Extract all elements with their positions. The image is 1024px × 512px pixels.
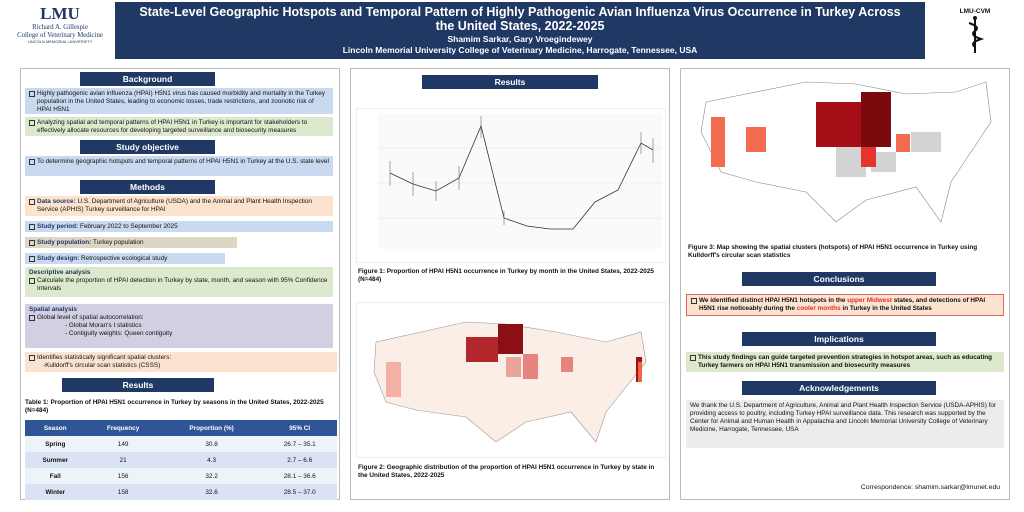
bullet: To determine geographic hotspots and tem…: [25, 156, 333, 176]
table-cell: 149: [85, 436, 161, 452]
table-cell: Winter: [25, 484, 86, 500]
bullet-text: Global level of spatial autocorrelation:: [37, 314, 144, 321]
figure-caption: Figure 3: Map showing the spatial cluste…: [688, 244, 978, 259]
column-header: 95% CI: [262, 420, 337, 436]
header-banner: State-Level Geographic Hotspots and Temp…: [115, 2, 925, 59]
bullet-text: Turkey population: [91, 239, 144, 246]
bullet-label: Data source:: [37, 198, 76, 205]
logo-line: Richard A. Gillespie: [32, 24, 88, 31]
figure-caption: Figure 2: Geographic distribution of the…: [358, 464, 655, 479]
table-cell: 2.7 – 6.6: [262, 452, 337, 468]
highlight: cooler months: [796, 305, 841, 312]
bullet-text: Highly pathogenic avian influenza (HPAI)…: [37, 90, 325, 113]
table-wrap: Season Frequency Proportion (%) 95% CI Sprin…: [25, 420, 337, 500]
table-cell: 28.1 – 36.6: [262, 468, 337, 484]
title: State-Level Geographic Hotspots and Temp…: [139, 5, 901, 33]
table-row: Winter 158 32.6 28.5 – 37.0: [25, 484, 337, 500]
bullet: Study population: Turkey population: [25, 237, 237, 248]
bullet-label: Study period:: [37, 223, 79, 230]
table-caption: Table 1: Proportion of HPAI H5N1 occurre…: [25, 399, 324, 414]
logo-right: LMU-CVM: [940, 8, 1010, 60]
table-row: Spring 149 30.8 26.7 – 35.1: [25, 436, 337, 452]
bullet-label: Study design:: [37, 255, 80, 262]
bullet-label: Study population:: [37, 239, 92, 246]
acknowledgements: We thank the U.S. Department of Agricult…: [686, 400, 1004, 448]
bullet-text: states, and detections of HPAI H5N1 rise…: [699, 297, 986, 312]
table-row: Fall 156 32.2 28.1 – 36.6: [25, 468, 337, 484]
bullet-text: -Kulldorff's circular scan statistics (C…: [43, 362, 161, 369]
section-heading: Acknowledgements: [742, 381, 936, 395]
section-heading: Study objective: [80, 140, 215, 154]
bullet: Data source: U.S. Department of Agricult…: [25, 196, 333, 216]
table-cell: 32.2: [160, 468, 263, 484]
section-heading: Background: [80, 72, 215, 86]
table-cell: Spring: [25, 436, 86, 452]
bullet: Study period: February 2022 to September…: [25, 221, 333, 232]
table-row: Summer 21 4.3 2.7 – 6.6: [25, 452, 337, 468]
bullet-text: To determine geographic hotspots and tem…: [37, 158, 329, 165]
table-cell: 26.7 – 35.1: [262, 436, 337, 452]
table-cell: 32.6: [160, 484, 263, 500]
logo-line: LINCOLN MEMORIAL UNIVERSITY: [27, 39, 93, 44]
bullet: Calculate the proportion of HPAI detecti…: [29, 277, 329, 293]
bullet: Identifies statistically significant spa…: [25, 352, 337, 372]
bullet: Highly pathogenic avian influenza (HPAI)…: [25, 88, 333, 114]
table-cell: 156: [85, 468, 161, 484]
table-cell: 30.8: [160, 436, 263, 452]
correspondence: Correspondence: shamim.sarkar@lmunet.edu: [860, 484, 1000, 491]
bullet: Analyzing spatial and temporal patterns …: [25, 117, 333, 136]
table-cell: Fall: [25, 468, 86, 484]
table-cell: 28.5 – 37.0: [262, 484, 337, 500]
logo-line: College of Veterinary Medicine: [17, 31, 103, 39]
column-header: Frequency: [85, 420, 161, 436]
season-table: Season Frequency Proportion (%) 95% CI Sprin…: [25, 420, 337, 500]
figure-2: [356, 302, 666, 458]
caduceus: [968, 16, 985, 53]
logo-left: LMU Richard A. Gillespie College of Vete…: [10, 4, 110, 58]
bullet: Study design: Retrospective ecological s…: [25, 253, 225, 264]
bullet-text: This study findings can guide targeted p…: [698, 354, 993, 369]
column-header: Season: [25, 420, 86, 436]
spatial: Spatial analysis Global level of spatial…: [25, 304, 333, 348]
bullet-text: Analyzing spatial and temporal patterns …: [37, 119, 308, 134]
table-cell: 21: [85, 452, 161, 468]
section-heading: Results: [422, 75, 598, 89]
subheading: Spatial analysis: [29, 306, 77, 313]
bullet: Global level of spatial autocorrelation:: [29, 314, 329, 322]
table-cell: Summer: [25, 452, 86, 468]
figure-caption: Figure 1: Proportion of HPAI H5N1 occurr…: [358, 268, 654, 283]
highlight: upper Midwest: [847, 297, 892, 304]
sub-bullet: - Global Moran's I statistics: [65, 322, 142, 329]
figure-3: [700, 81, 992, 223]
logo-text: LMU-CVM: [959, 8, 991, 15]
section-heading: Results: [62, 378, 214, 392]
subheading: Descriptive analysis: [29, 269, 91, 276]
bullet-text: U.S. Department of Agriculture (USDA) an…: [37, 198, 312, 213]
bullet-text: Identifies statistically significant spa…: [37, 354, 172, 361]
bullet-text: in Turkey in the United States: [840, 305, 932, 312]
table-cell: 158: [85, 484, 161, 500]
bullet: We identified distinct HPAI H5N1 hotspot…: [686, 294, 1004, 316]
section-heading: Methods: [80, 180, 215, 194]
column-header: Proportion (%): [160, 420, 263, 436]
section-heading: Conclusions: [742, 272, 936, 286]
bullet: This study findings can guide targeted p…: [686, 352, 1004, 372]
bullet-text: We identified distinct HPAI H5N1 hotspot…: [699, 297, 848, 304]
header-row: Season Frequency Proportion (%) 95% CI: [25, 420, 337, 436]
table-cell: 4.3: [160, 452, 263, 468]
sub-bullet: - Contiguity weights: Queen contiguity: [65, 330, 173, 337]
affiliation: Lincoln Memorial University College of V…: [342, 45, 698, 55]
bullet-text: Retrospective ecological study: [79, 255, 168, 262]
bullet-text: Calculate the proportion of HPAI detecti…: [37, 277, 328, 292]
figure-1: [356, 108, 666, 263]
section-heading: Implications: [742, 332, 936, 346]
logo-text: LMU: [40, 4, 80, 23]
authors: Shamim Sarkar, Gary Vroegindewey: [447, 34, 593, 44]
descriptive: Descriptive analysis Calculate the propo…: [25, 267, 333, 297]
bullet-text: February 2022 to September 2025: [78, 223, 178, 230]
